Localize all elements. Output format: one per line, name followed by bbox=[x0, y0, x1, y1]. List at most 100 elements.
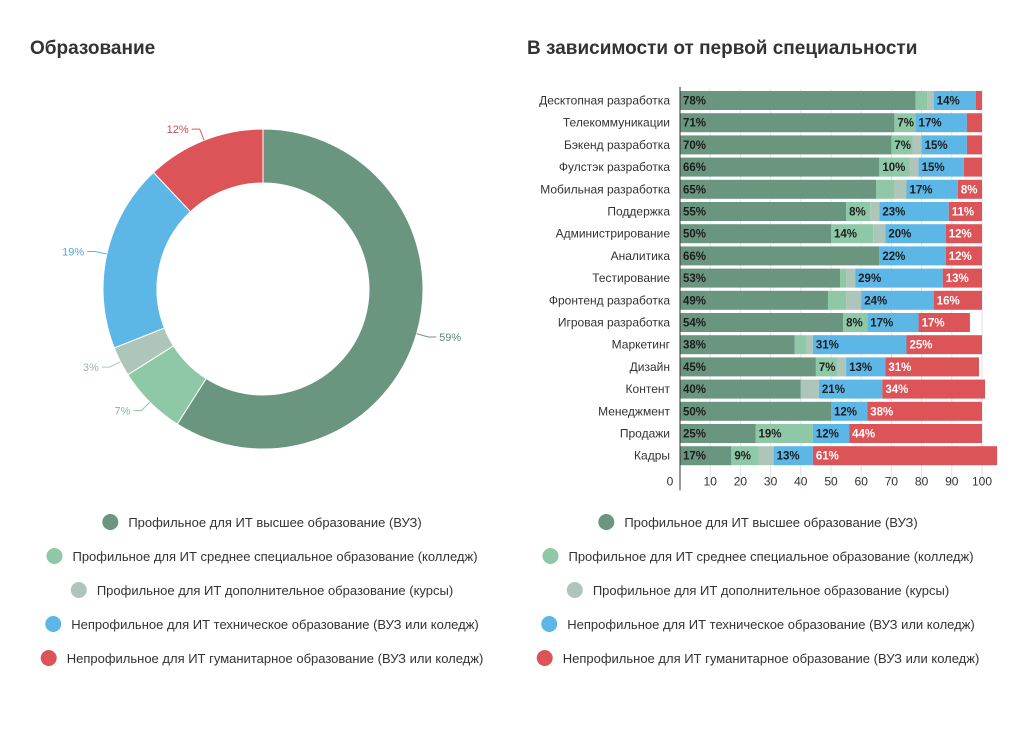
bar-data-label: 22% bbox=[882, 251, 905, 263]
bar-data-label: 12% bbox=[816, 429, 839, 441]
bar-segment bbox=[861, 290, 934, 310]
legend-label: Профильное для ИТ высшее образование (ВУ… bbox=[624, 514, 918, 530]
bar-data-label: 53% bbox=[683, 273, 706, 285]
bar-segment bbox=[906, 179, 958, 199]
bar-segment bbox=[840, 268, 847, 288]
bar-segment bbox=[885, 357, 979, 377]
bar-segment bbox=[758, 446, 774, 466]
bar-data-label: 8% bbox=[961, 184, 978, 196]
bar-segment bbox=[680, 202, 847, 221]
bar-data-label: 38% bbox=[870, 406, 893, 418]
bar-segment bbox=[680, 379, 801, 399]
bar-segment bbox=[876, 179, 895, 199]
bar-data-label: 19% bbox=[759, 429, 782, 441]
bar-data-label: 7% bbox=[894, 140, 911, 152]
bar-data-label: 49% bbox=[683, 295, 706, 307]
bar-data-label: 50% bbox=[683, 229, 706, 241]
bar-segment bbox=[963, 157, 982, 177]
category-label: Дизайн bbox=[630, 360, 670, 374]
category-label: Фронтенд разработка bbox=[549, 293, 670, 307]
bar-data-label: 23% bbox=[882, 207, 905, 219]
bar-data-label: 15% bbox=[925, 140, 948, 152]
bar-segment bbox=[831, 401, 868, 421]
legend-label: Профильное для ИТ среднее специальное об… bbox=[568, 548, 974, 564]
legend-item: Непрофильное для ИТ техническое образова… bbox=[45, 616, 479, 632]
legend-color-dot bbox=[541, 616, 558, 632]
bar-segment bbox=[867, 401, 982, 421]
x-tick-label: 20 bbox=[734, 474, 748, 488]
bar-segment bbox=[942, 268, 982, 288]
legend-color-dot bbox=[46, 548, 63, 564]
bar-data-label: 40% bbox=[683, 384, 706, 396]
x-tick-label: 0 bbox=[667, 474, 674, 488]
bar-segment bbox=[855, 268, 943, 288]
legend-item: Профильное для ИТ дополнительное образов… bbox=[70, 582, 453, 598]
x-tick-label: 30 bbox=[764, 474, 778, 488]
legend-item: Непрофильное для ИТ гуманитарное образов… bbox=[40, 650, 483, 666]
category-label: Фулстэк разработка bbox=[559, 160, 670, 174]
bar-data-label: 15% bbox=[922, 162, 945, 174]
category-label: Десктопная разработка bbox=[539, 94, 670, 108]
bar-data-label: 7% bbox=[897, 118, 914, 130]
bar-data-label: 17% bbox=[910, 184, 933, 196]
legend-item: Профильное для ИТ дополнительное образов… bbox=[566, 582, 949, 598]
bar-segment bbox=[885, 224, 946, 244]
bar-segment bbox=[906, 335, 982, 355]
bar-segment bbox=[879, 246, 946, 266]
donut-leader-line bbox=[87, 250, 107, 255]
bar-data-label: 13% bbox=[849, 362, 872, 374]
bar-segment bbox=[680, 268, 841, 288]
bar-segment bbox=[680, 91, 916, 110]
legend-label: Непрофильное для ИТ гуманитарное образов… bbox=[562, 650, 980, 666]
category-label: Менеджмент bbox=[598, 404, 670, 418]
bar-segment bbox=[891, 135, 913, 155]
category-label: Тестирование bbox=[592, 271, 670, 285]
bar-segment bbox=[827, 290, 847, 310]
category-label: Маркетинг bbox=[612, 338, 671, 352]
x-tick-label: 90 bbox=[945, 474, 959, 488]
bar-segment bbox=[867, 313, 919, 332]
bar-data-label: 9% bbox=[734, 451, 751, 463]
bar-segment bbox=[680, 246, 880, 266]
bar-segment bbox=[912, 135, 922, 155]
bar-data-label: 66% bbox=[683, 162, 706, 174]
bar-segment bbox=[870, 202, 880, 221]
bar-segment bbox=[815, 357, 838, 377]
bar-segment bbox=[894, 179, 907, 199]
x-tick-label: 70 bbox=[885, 474, 899, 488]
donut-leader-line bbox=[191, 128, 205, 141]
bar-segment bbox=[812, 335, 907, 355]
bar-data-label: 20% bbox=[888, 229, 911, 241]
bar-data-label: 70% bbox=[683, 140, 706, 152]
bar-data-label: 44% bbox=[852, 429, 875, 441]
bar-segment bbox=[680, 135, 892, 155]
x-tick-label: 100 bbox=[972, 474, 992, 488]
bar-segment bbox=[812, 424, 850, 443]
bar-data-label: 11% bbox=[952, 207, 974, 219]
bar-data-label: 55% bbox=[683, 207, 706, 219]
legend-label: Непрофильное для ИТ техническое образова… bbox=[71, 616, 479, 632]
bar-data-label: 17% bbox=[870, 318, 893, 330]
legend-label: Профильное для ИТ среднее специальное об… bbox=[72, 548, 478, 564]
bar-segment bbox=[846, 290, 862, 310]
donut-chart-title: Образование bbox=[30, 38, 156, 59]
bar-data-label: 10% bbox=[882, 162, 905, 174]
bar-segment bbox=[915, 91, 928, 110]
bar-segment bbox=[921, 135, 967, 155]
bar-data-label: 14% bbox=[937, 96, 960, 108]
bar-segment bbox=[680, 313, 844, 332]
donut-slice bbox=[152, 128, 264, 213]
donut-slice-label: 12% bbox=[167, 124, 189, 136]
bar-data-label: 13% bbox=[946, 273, 969, 285]
bar-data-label: 31% bbox=[816, 340, 839, 352]
bar-data-label: 34% bbox=[885, 384, 908, 396]
legend-color-dot bbox=[102, 514, 119, 530]
bar-segment bbox=[957, 179, 982, 199]
legend-label: Непрофильное для ИТ техническое образова… bbox=[567, 616, 975, 632]
bar-segment bbox=[846, 357, 886, 377]
legend-color-dot bbox=[598, 514, 615, 530]
category-label: Мобильная разработка bbox=[540, 182, 670, 196]
bar-data-label: 17% bbox=[683, 451, 706, 463]
bar-segment bbox=[680, 424, 756, 443]
